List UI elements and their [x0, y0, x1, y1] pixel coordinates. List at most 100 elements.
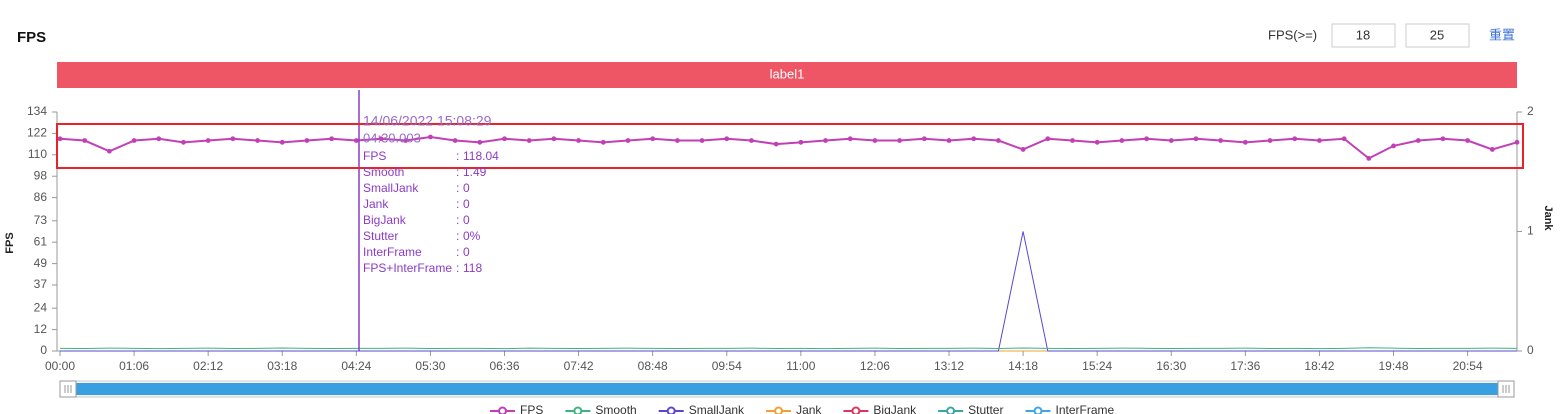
fps-point — [428, 134, 433, 140]
legend-icon-dot[interactable] — [851, 406, 861, 414]
y-tick-label: 49 — [34, 256, 48, 270]
x-tick-label: 02:12 — [193, 359, 223, 373]
fps-point — [1489, 147, 1495, 152]
tooltip-value: 118 — [463, 261, 482, 275]
x-tick-label: 00:00 — [45, 359, 75, 373]
legend-icon-dot[interactable] — [666, 406, 676, 414]
x-tick-label: 12:06 — [860, 359, 890, 373]
x-tick-label: 18:42 — [1304, 359, 1334, 373]
legend-icon-dot[interactable] — [946, 406, 956, 414]
y-tick-label: 122 — [27, 126, 47, 140]
tooltip-separator: : — [456, 165, 459, 179]
fps-point — [921, 136, 927, 142]
fps-point — [600, 139, 606, 145]
fps-point — [304, 138, 310, 143]
fps-point — [526, 138, 532, 143]
threshold-high-value[interactable]: 25 — [1430, 27, 1444, 42]
threshold-low-value[interactable]: 18 — [1356, 27, 1370, 42]
x-tick-label: 09:54 — [712, 359, 742, 373]
tooltip-name: Smooth — [363, 165, 404, 179]
x-tick-label: 19:48 — [1379, 359, 1409, 373]
reset-link[interactable]: 重置 — [1489, 27, 1515, 42]
legend-label[interactable]: BigJank — [873, 403, 917, 414]
fps-point — [996, 138, 1001, 143]
legend-label[interactable]: FPS — [520, 403, 543, 414]
x-tick-label: 16:30 — [1156, 359, 1186, 373]
handle-grip — [64, 385, 72, 393]
threshold-low-input[interactable] — [1331, 23, 1396, 48]
fps-point — [1391, 143, 1396, 149]
fps-point — [1119, 138, 1125, 143]
y2-tick-label: 2 — [1527, 104, 1534, 118]
fps-point — [1242, 139, 1248, 145]
y-tick-label: 12 — [34, 322, 48, 336]
fps-point — [477, 139, 483, 145]
tooltip-separator: : — [456, 213, 459, 227]
fps-point — [625, 138, 631, 143]
fps-point — [329, 136, 335, 142]
x-tick-label: 14:18 — [1008, 359, 1038, 373]
fps-point — [156, 136, 162, 142]
fps-point — [230, 136, 236, 142]
fps-point — [674, 138, 680, 143]
legend-icon-dot[interactable] — [1033, 406, 1043, 414]
fps-point — [181, 139, 186, 145]
x-tick-label: 06:36 — [489, 359, 519, 373]
fps-point — [1440, 136, 1446, 142]
tooltip-separator: : — [456, 261, 459, 275]
fps-point — [1218, 138, 1224, 143]
fps-point — [57, 136, 63, 142]
y-tick-label: 73 — [34, 213, 48, 227]
x-tick-label: 01:06 — [119, 359, 149, 373]
legend-icon-dot[interactable] — [573, 406, 583, 414]
fps-point — [452, 138, 458, 143]
x-tick-label: 03:18 — [267, 359, 297, 373]
fps-point — [1094, 139, 1100, 145]
label-band — [57, 62, 1517, 88]
tooltip-time: 04:30.003 — [363, 130, 421, 145]
fps-point — [1366, 155, 1372, 161]
fps-point — [1144, 136, 1149, 142]
y-tick-label: 61 — [34, 234, 48, 248]
fps-point — [1514, 139, 1520, 145]
fps-point — [1168, 138, 1174, 143]
fps-point — [897, 138, 903, 143]
threshold-label: FPS(>=) — [1268, 27, 1317, 42]
tooltip-name: BigJank — [363, 213, 407, 227]
legend-label[interactable]: InterFrame — [1055, 403, 1114, 414]
tooltip-separator: : — [456, 197, 459, 211]
tooltip-value: 118.04 — [463, 149, 499, 163]
zoom-slider-range[interactable] — [70, 383, 1507, 395]
y-tick-label: 98 — [34, 168, 48, 182]
legend-label[interactable]: Smooth — [595, 403, 636, 414]
x-tick-label: 17:36 — [1230, 359, 1260, 373]
label-band-text: label1 — [770, 66, 805, 81]
fps-point — [823, 138, 828, 143]
fps-point — [255, 138, 260, 143]
tooltip-value: 0 — [463, 181, 470, 195]
fps-point — [502, 136, 507, 142]
fps-point — [872, 138, 878, 143]
tooltip-name: Stutter — [363, 229, 398, 243]
legend-icon-dot[interactable] — [498, 406, 507, 414]
y-tick-label: 24 — [34, 300, 48, 314]
legend-label[interactable]: Stutter — [968, 403, 1003, 414]
x-tick-label: 11:00 — [786, 359, 815, 373]
fps-point — [1020, 147, 1026, 152]
fps-point — [724, 136, 730, 142]
legend-label[interactable]: Jank — [796, 403, 822, 414]
fps-point — [971, 136, 977, 142]
fps-point — [82, 138, 88, 143]
y2-axis-title: Jank — [1542, 205, 1554, 231]
legend-label[interactable]: SmallJank — [689, 403, 745, 414]
handle-grip — [1502, 385, 1510, 393]
x-tick-label: 05:30 — [415, 359, 445, 373]
tooltip-value: 0 — [463, 213, 470, 227]
x-tick-label: 07:42 — [564, 359, 594, 373]
tooltip-name: FPS+InterFrame — [363, 261, 452, 275]
threshold-high-input[interactable] — [1405, 23, 1470, 48]
legend-icon-dot[interactable] — [774, 406, 784, 414]
y-tick-label: 0 — [40, 343, 47, 357]
